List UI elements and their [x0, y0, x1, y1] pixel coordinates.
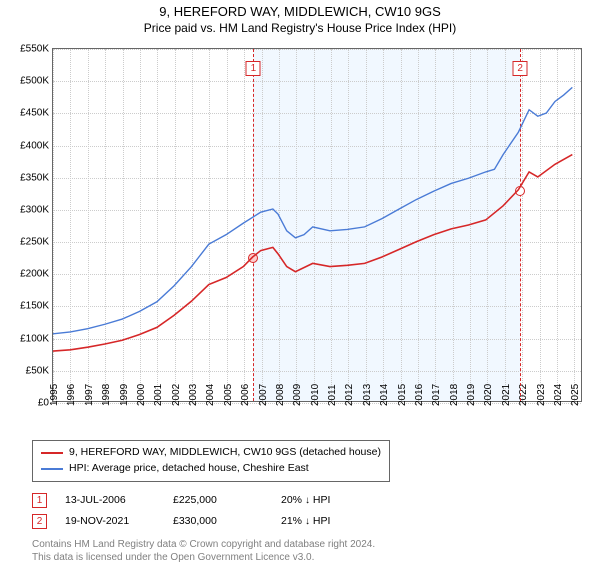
event-row-price: £330,000	[173, 515, 263, 527]
y-axis-tick-label: £500K	[20, 76, 49, 87]
bottom-panel: 9, HEREFORD WAY, MIDDLEWICH, CW10 9GS (d…	[32, 440, 590, 564]
y-axis-tick-label: £150K	[20, 301, 49, 312]
legend-swatch	[41, 452, 63, 454]
event-row-date: 19-NOV-2021	[65, 515, 155, 527]
event-row: 1 13-JUL-2006 £225,000 20% ↓ HPI	[32, 490, 590, 511]
events-table: 1 13-JUL-2006 £225,000 20% ↓ HPI 2 19-NOV-202…	[32, 490, 590, 532]
legend-label: HPI: Average price, detached house, Ches…	[69, 461, 309, 477]
y-axis-tick-label: £250K	[20, 237, 49, 248]
attribution-line2: This data is licensed under the Open Gov…	[32, 551, 590, 564]
event-row-marker: 1	[32, 493, 47, 508]
y-axis-tick-label: £400K	[20, 140, 49, 151]
y-axis-tick-label: £0	[38, 398, 49, 409]
series-line	[53, 155, 572, 351]
y-axis-tick-label: £100K	[20, 333, 49, 344]
legend-item: HPI: Average price, detached house, Ches…	[41, 461, 381, 477]
y-axis-tick-label: £450K	[20, 108, 49, 119]
event-row-date: 13-JUL-2006	[65, 494, 155, 506]
y-axis-tick-label: £50K	[26, 365, 49, 376]
event-row-price: £225,000	[173, 494, 263, 506]
event-row-delta: 20% ↓ HPI	[281, 494, 371, 506]
legend-swatch	[41, 468, 63, 470]
chart-title-block: 9, HEREFORD WAY, MIDDLEWICH, CW10 9GS Pr…	[0, 0, 600, 37]
y-axis-tick-label: £200K	[20, 269, 49, 280]
legend-item: 9, HEREFORD WAY, MIDDLEWICH, CW10 9GS (d…	[41, 445, 381, 461]
y-axis-tick-label: £350K	[20, 172, 49, 183]
y-axis-tick-label: £550K	[20, 44, 49, 55]
chart-title-sub: Price paid vs. HM Land Registry's House …	[0, 21, 600, 35]
legend-box: 9, HEREFORD WAY, MIDDLEWICH, CW10 9GS (d…	[32, 440, 390, 482]
chart-title-main: 9, HEREFORD WAY, MIDDLEWICH, CW10 9GS	[0, 4, 600, 19]
arrow-down-icon: ↓	[305, 516, 310, 527]
series-line	[53, 87, 572, 333]
y-axis-tick-label: £300K	[20, 204, 49, 215]
event-row-marker: 2	[32, 514, 47, 529]
arrow-down-icon: ↓	[305, 495, 310, 506]
legend-label: 9, HEREFORD WAY, MIDDLEWICH, CW10 9GS (d…	[69, 445, 381, 461]
chart-lines-svg	[53, 49, 581, 401]
event-row-delta: 21% ↓ HPI	[281, 515, 371, 527]
attribution-line1: Contains HM Land Registry data © Crown c…	[32, 538, 590, 551]
event-row: 2 19-NOV-2021 £330,000 21% ↓ HPI	[32, 511, 590, 532]
chart-plot-area: £0£50K£100K£150K£200K£250K£300K£350K£400…	[52, 48, 582, 402]
